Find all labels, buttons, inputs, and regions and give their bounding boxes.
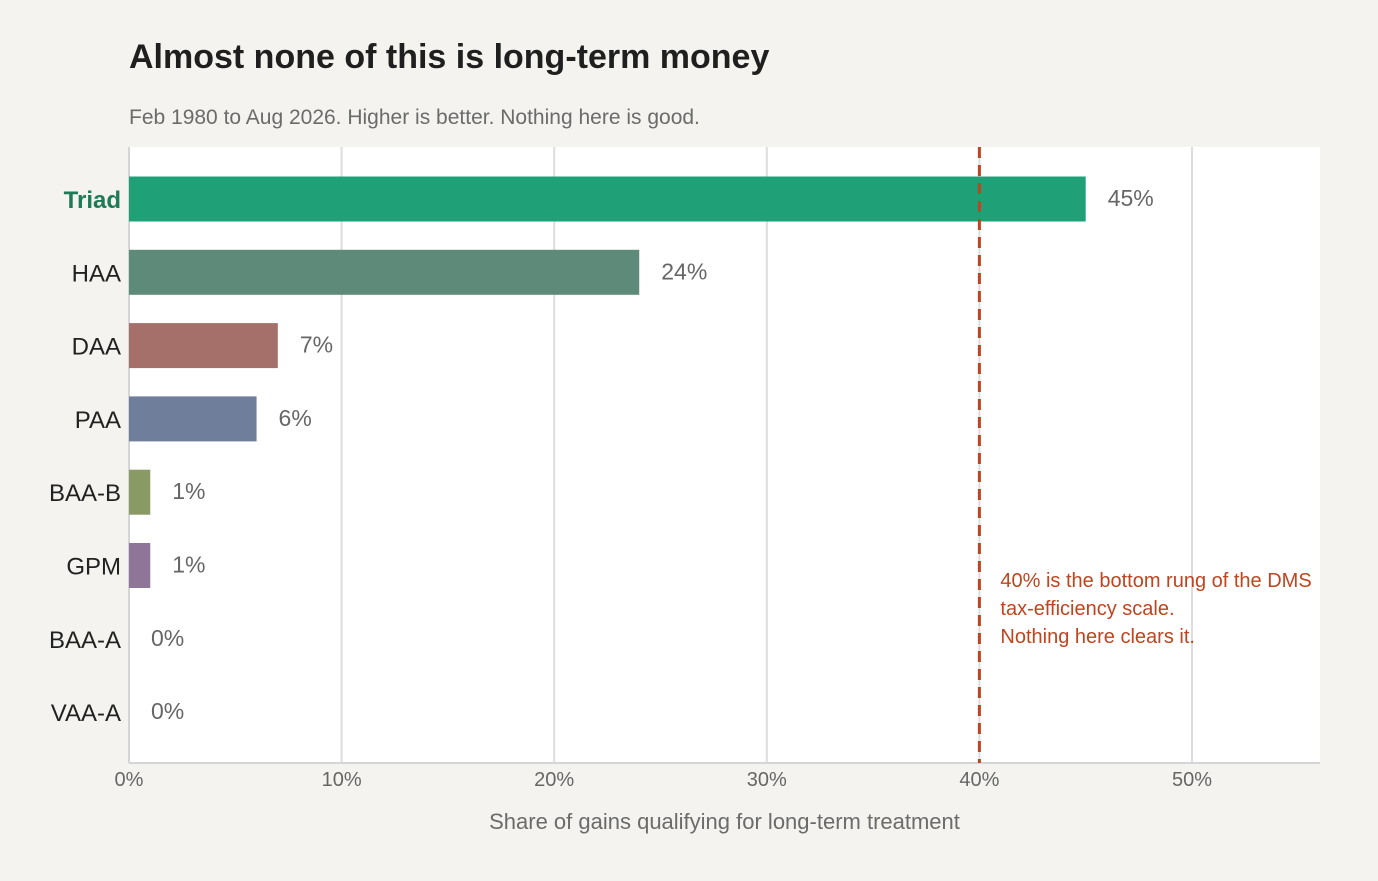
category-label: BAA-B xyxy=(49,480,121,507)
threshold-annotation: tax-efficiency scale. xyxy=(1000,598,1174,620)
value-label: 6% xyxy=(279,405,312,431)
category-label: HAA xyxy=(72,260,121,287)
value-label: 24% xyxy=(661,258,707,284)
bar xyxy=(129,396,257,442)
x-tick-label: 20% xyxy=(534,769,574,791)
category-label: BAA-A xyxy=(49,627,121,654)
category-label: GPM xyxy=(66,554,121,581)
x-tick-label: 10% xyxy=(322,769,362,791)
chart-title: Almost none of this is long-term money xyxy=(129,38,770,76)
value-label: 1% xyxy=(172,478,205,504)
chart-subtitle: Feb 1980 to Aug 2026. Higher is better. … xyxy=(129,106,700,129)
value-label: 0% xyxy=(151,625,184,651)
bar xyxy=(129,249,640,295)
category-label: DAA xyxy=(72,334,121,361)
bar xyxy=(129,323,278,369)
x-tick-label: 40% xyxy=(959,769,999,791)
value-label: 7% xyxy=(300,332,333,358)
x-axis-title: Share of gains qualifying for long-term … xyxy=(489,809,960,834)
category-label: PAA xyxy=(75,407,121,434)
bar xyxy=(129,543,151,588)
plot-area xyxy=(129,147,1320,763)
x-tick-label: 0% xyxy=(115,769,144,791)
bar xyxy=(129,469,151,515)
value-label: 0% xyxy=(151,698,184,724)
value-label: 45% xyxy=(1108,185,1154,211)
threshold-annotation: 40% is the bottom rung of the DMS xyxy=(1000,570,1311,592)
x-tick-label: 30% xyxy=(747,769,787,791)
bar xyxy=(129,176,1086,222)
x-tick-label: 50% xyxy=(1172,769,1212,791)
threshold-annotation: Nothing here clears it. xyxy=(1000,626,1195,648)
category-label: VAA-A xyxy=(51,700,121,727)
value-label: 1% xyxy=(172,552,205,578)
category-label: Triad xyxy=(64,187,121,214)
